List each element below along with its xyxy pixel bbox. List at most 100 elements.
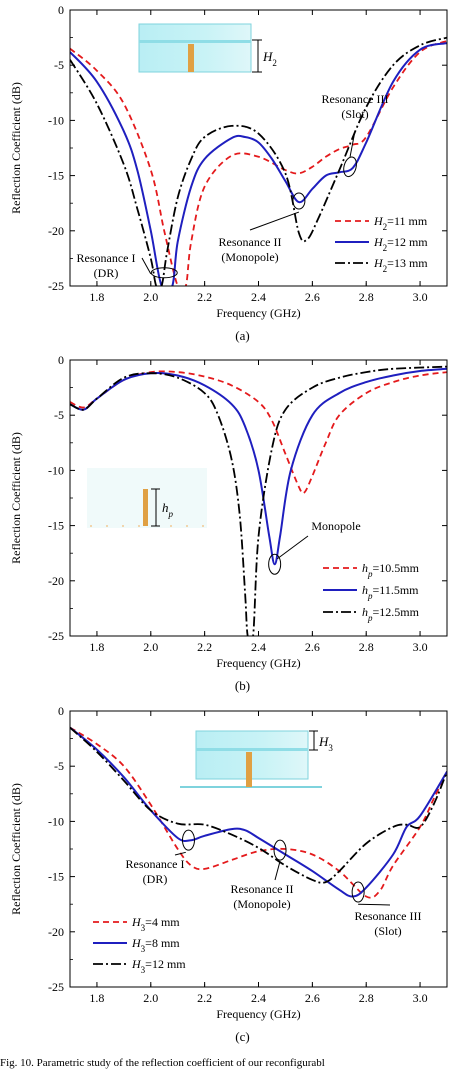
legend-label-value: =12.5mm — [373, 605, 420, 619]
y-tick-label: -20 — [48, 224, 64, 238]
legend-label: H2=11 mm — [373, 214, 428, 232]
annotation-text: Resonance I — [77, 251, 136, 265]
x-tick-label: 3.0 — [413, 991, 428, 1005]
legend-label-subscript: 3 — [141, 965, 146, 975]
x-tick-label: 2.0 — [143, 290, 158, 304]
x-tick-label: 2.8 — [359, 640, 374, 654]
annotation-text: (Slot) — [341, 107, 368, 121]
inset-monopole — [143, 489, 148, 526]
y-axis-label: Reflection Coefficient (dB) — [9, 783, 23, 915]
annotation-text: Resonance III — [322, 92, 389, 106]
legend-label-symbol: H — [373, 256, 384, 270]
chart-panel: H31.8 2.0 2.2 2.4 2.6 2.8 3.00-5-10-15-20-25Fr… — [9, 704, 448, 1044]
legend-label-symbol: H — [131, 915, 142, 929]
annotation-text: (DR) — [143, 872, 168, 886]
x-tick-label: 2.0 — [143, 640, 158, 654]
annotation-ellipse — [150, 267, 178, 279]
legend-label: hp=11.5mm — [362, 583, 419, 601]
legend-label-symbol: h — [362, 561, 368, 575]
inset-divider — [196, 748, 308, 751]
y-tick-label: -5 — [54, 408, 64, 422]
annotation-text: Resonance II — [231, 882, 294, 896]
series-line — [70, 726, 447, 884]
x-tick-label: 2.6 — [305, 640, 320, 654]
legend-label-value: =11 mm — [387, 214, 428, 228]
chart-panel: H21.8 2.0 2.2 2.4 2.6 2.8 3.00-5-10-15-20-25Fr… — [9, 3, 448, 343]
legend-label-subscript: 3 — [141, 944, 146, 954]
legend-label-value: =10.5mm — [373, 561, 420, 575]
legend-label-value: =12 mm — [387, 235, 428, 249]
legend-label-subscript: p — [367, 569, 373, 579]
x-tick-label: 3.0 — [413, 290, 428, 304]
annotation-text: (DR) — [94, 266, 119, 280]
y-tick-label: -10 — [48, 814, 64, 828]
x-tick-label: 2.2 — [197, 991, 212, 1005]
legend-label: H3=12 mm — [131, 957, 186, 975]
y-tick-label: 0 — [58, 704, 64, 718]
y-tick-label: -15 — [48, 870, 64, 884]
inset-dim-label: H2 — [262, 49, 277, 68]
annotation-text: (Slot) — [374, 924, 401, 938]
series-group — [70, 365, 447, 636]
series-line — [70, 726, 447, 899]
annotation-leader — [174, 851, 186, 856]
y-tick-label: 0 — [58, 3, 64, 17]
legend-label: H3=8 mm — [131, 936, 180, 954]
inset-dim-label: H3 — [318, 734, 333, 753]
legend-label-subscript: p — [367, 613, 373, 623]
legend-label-value: =4 mm — [145, 915, 180, 929]
x-axis-label: Frequency (GHz) — [216, 656, 300, 670]
x-tick-label: 2.0 — [143, 991, 158, 1005]
x-tick-label: 1.8 — [89, 290, 104, 304]
annotation-ellipse — [268, 553, 282, 575]
legend-label: hp=12.5mm — [362, 605, 420, 623]
panel-label: (a) — [235, 328, 249, 343]
y-axis-label: Reflection Coefficient (dB) — [9, 432, 23, 564]
x-tick-label: 2.4 — [251, 991, 266, 1005]
inset-dim-subscript: 2 — [272, 58, 277, 68]
x-tick-label: 2.4 — [251, 640, 266, 654]
x-tick-label: 2.4 — [251, 290, 266, 304]
y-tick-label: -25 — [48, 980, 64, 994]
inset-structure-drawing: H3 — [180, 730, 333, 788]
x-axis-label: Frequency (GHz) — [216, 306, 300, 320]
legend-label: H3=4 mm — [131, 915, 180, 933]
annotation-ellipse — [181, 829, 195, 851]
series-line — [70, 40, 447, 286]
legend-label: hp=10.5mm — [362, 561, 420, 579]
legend-label-symbol: H — [373, 214, 384, 228]
legend-label: H2=13 mm — [373, 256, 428, 274]
legend-label-symbol: h — [362, 605, 368, 619]
legend-label: H2=12 mm — [373, 235, 428, 253]
annotation-ellipse — [343, 156, 357, 178]
x-tick-label: 2.2 — [197, 640, 212, 654]
inset-dim-subscript: p — [168, 509, 174, 519]
series-group — [70, 726, 447, 899]
inset-divider — [139, 40, 251, 43]
annotation-text: (Monopole) — [233, 897, 290, 911]
inset-dielectric-block — [138, 23, 252, 73]
inset-monopole — [246, 752, 252, 787]
legend-label-subscript: 2 — [383, 222, 388, 232]
legend-label-value: =13 mm — [387, 256, 428, 270]
legend-label-subscript: p — [367, 591, 373, 601]
x-tick-label: 2.2 — [197, 290, 212, 304]
inset-dim-label: hp — [162, 500, 174, 519]
annotation-leader — [349, 130, 356, 157]
annotation-text: Resonance II — [219, 235, 282, 249]
y-tick-label: -10 — [48, 463, 64, 477]
y-tick-label: -20 — [48, 574, 64, 588]
x-tick-label: 3.0 — [413, 640, 428, 654]
x-tick-label: 1.8 — [89, 640, 104, 654]
y-tick-label: -5 — [54, 58, 64, 72]
legend-label-symbol: H — [373, 235, 384, 249]
legend-label-subscript: 2 — [383, 243, 388, 253]
series-line — [70, 36, 447, 286]
annotation-leader — [358, 903, 391, 906]
annotation-ellipse — [273, 839, 287, 861]
y-tick-label: -20 — [48, 925, 64, 939]
x-axis-label: Frequency (GHz) — [216, 1007, 300, 1021]
annotation-text: Resonance I — [126, 857, 185, 871]
